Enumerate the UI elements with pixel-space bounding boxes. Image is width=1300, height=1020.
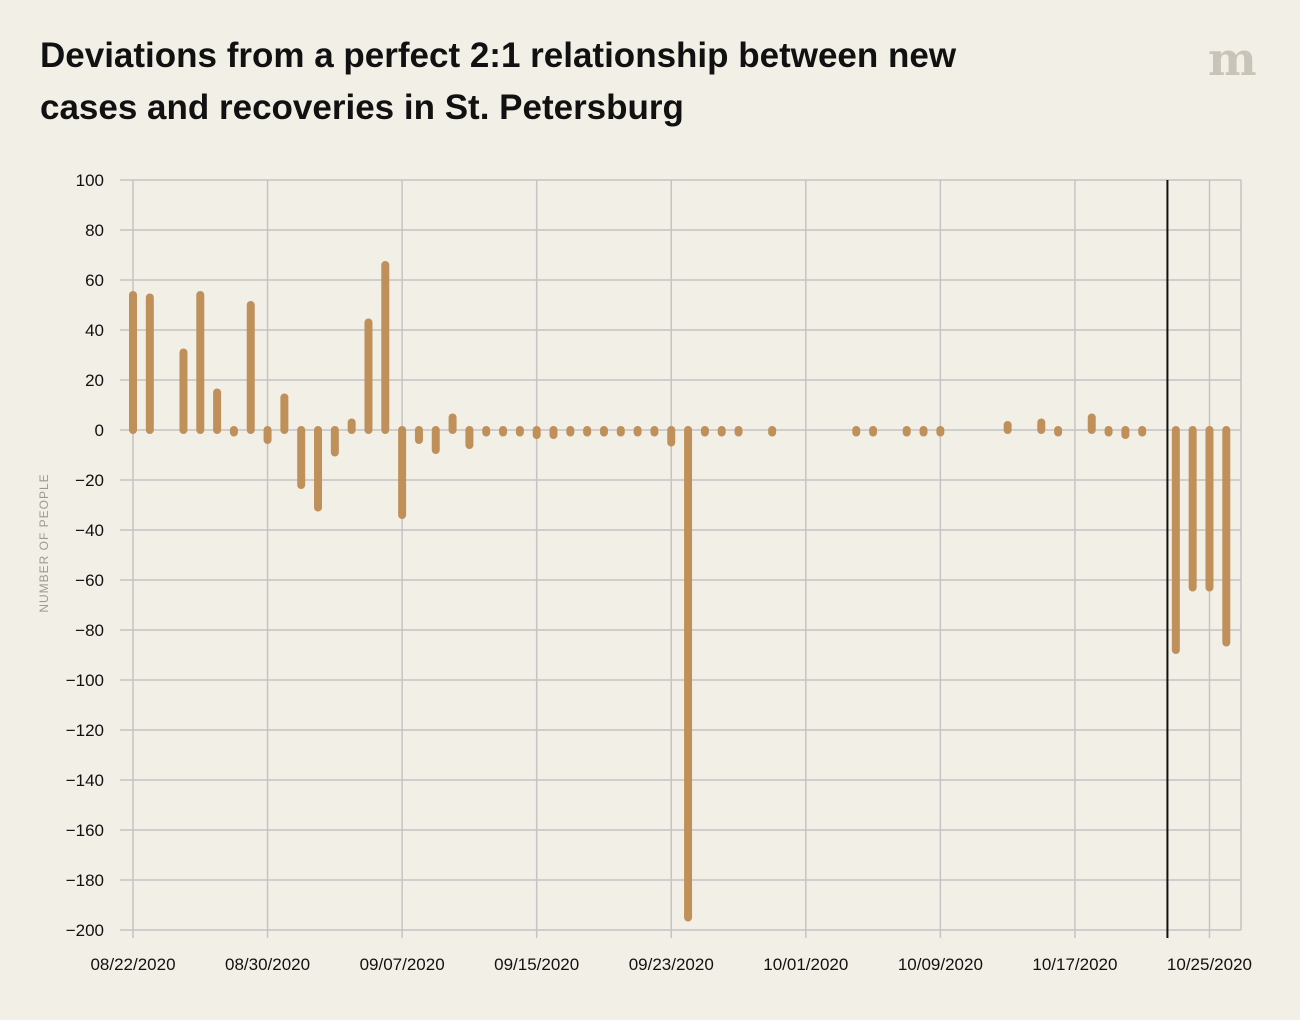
x-tick-label-0: 08/22/2020	[90, 955, 175, 974]
y-tick-label-14: −180	[66, 871, 104, 890]
grid-lines	[120, 179, 1242, 938]
y-tick-label-5: 0	[95, 421, 104, 440]
chart-title: Deviations from a perfect 2:1 relationsh…	[40, 36, 957, 127]
y-tick-label-3: 40	[85, 321, 104, 340]
y-tick-label-15: −200	[66, 921, 104, 940]
y-tick-label-8: −60	[75, 571, 104, 590]
x-tick-label-5: 10/01/2020	[763, 955, 848, 974]
x-tick-label-4: 09/23/2020	[629, 955, 714, 974]
x-tick-label-3: 09/15/2020	[494, 955, 579, 974]
x-tick-label-7: 10/17/2020	[1032, 955, 1117, 974]
publisher-logo: m	[1208, 32, 1257, 86]
y-tick-label-11: −120	[66, 721, 104, 740]
y-tick-label-1: 80	[85, 221, 104, 240]
y-axis-label: NUMBER OF PEOPLE	[37, 473, 51, 612]
y-tick-label-6: −20	[75, 471, 104, 490]
y-tick-label-9: −80	[75, 621, 104, 640]
x-tick-label-2: 09/07/2020	[360, 955, 445, 974]
y-tick-labels: 100 80 60 40 20 0 −20 −40 −60 −80 −100 −120 −140 −160…	[66, 171, 104, 940]
y-tick-label-7: −40	[75, 521, 104, 540]
y-tick-label-2: 60	[85, 271, 104, 290]
x-tick-label-6: 10/09/2020	[898, 955, 983, 974]
x-tick-labels: 08/22/2020 08/30/2020 09/07/2020 09/15/2020…	[90, 955, 1252, 974]
y-tick-label-10: −100	[66, 671, 104, 690]
y-tick-label-13: −160	[66, 821, 104, 840]
y-tick-label-4: 20	[85, 371, 104, 390]
y-tick-label-0: 100	[76, 171, 104, 190]
x-tick-label-8: 10/25/2020	[1167, 955, 1252, 974]
y-tick-label-12: −140	[66, 771, 104, 790]
x-tick-label-1: 08/30/2020	[225, 955, 310, 974]
bars	[129, 261, 1231, 922]
